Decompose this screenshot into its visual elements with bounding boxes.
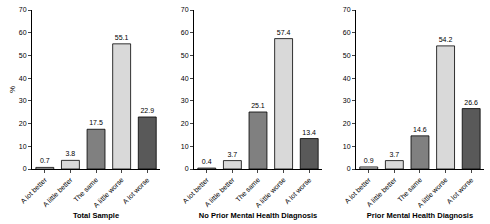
- svg-text:0: 0: [185, 165, 189, 172]
- svg-text:70: 70: [19, 6, 27, 13]
- svg-text:30: 30: [343, 97, 351, 104]
- svg-text:10: 10: [181, 143, 189, 150]
- svg-text:0.9: 0.9: [364, 157, 374, 164]
- svg-text:40: 40: [343, 75, 351, 82]
- svg-text:0: 0: [347, 165, 351, 172]
- svg-text:26.6: 26.6: [464, 99, 478, 106]
- svg-text:The same: The same: [72, 176, 99, 203]
- svg-text:30: 30: [181, 97, 189, 104]
- svg-text:50: 50: [19, 52, 27, 59]
- svg-text:No Prior Mental Health Diagnos: No Prior Mental Health Diagnosis: [199, 211, 317, 220]
- svg-text:A little better: A little better: [365, 176, 398, 209]
- svg-text:A lot better: A lot better: [19, 176, 48, 205]
- svg-text:13.4: 13.4: [302, 129, 316, 136]
- svg-text:60: 60: [19, 29, 27, 36]
- svg-text:A little worse: A little worse: [92, 176, 125, 209]
- svg-text:A lot worse: A lot worse: [121, 176, 150, 205]
- svg-text:0.7: 0.7: [40, 157, 50, 164]
- svg-text:40: 40: [19, 75, 27, 82]
- svg-text:54.2: 54.2: [439, 36, 453, 43]
- svg-text:0.4: 0.4: [202, 158, 212, 165]
- svg-text:A little better: A little better: [203, 176, 236, 209]
- svg-text:Prior Mental Health Diagnosis: Prior Mental Health Diagnosis: [367, 211, 473, 220]
- svg-text:A lot better: A lot better: [181, 176, 210, 205]
- svg-text:A lot worse: A lot worse: [283, 176, 312, 205]
- svg-text:40: 40: [181, 75, 189, 82]
- svg-text:3.8: 3.8: [66, 150, 76, 157]
- svg-text:20: 20: [343, 120, 351, 127]
- svg-text:%: %: [8, 86, 17, 93]
- svg-text:A little worse: A little worse: [416, 176, 449, 209]
- svg-text:A little better: A little better: [41, 176, 74, 209]
- svg-text:30: 30: [19, 97, 27, 104]
- svg-text:25.1: 25.1: [251, 102, 265, 109]
- svg-text:A lot worse: A lot worse: [445, 176, 474, 205]
- svg-text:The same: The same: [234, 176, 261, 203]
- svg-text:22.9: 22.9: [140, 107, 154, 114]
- svg-text:17.5: 17.5: [89, 119, 103, 126]
- svg-text:A little worse: A little worse: [254, 176, 287, 209]
- svg-text:50: 50: [343, 52, 351, 59]
- svg-text:20: 20: [19, 120, 27, 127]
- svg-text:10: 10: [19, 143, 27, 150]
- svg-text:0: 0: [23, 165, 27, 172]
- svg-text:3.7: 3.7: [227, 151, 237, 158]
- svg-text:50: 50: [181, 52, 189, 59]
- svg-text:60: 60: [343, 29, 351, 36]
- svg-text:20: 20: [181, 120, 189, 127]
- svg-text:70: 70: [343, 6, 351, 13]
- svg-text:55.1: 55.1: [115, 34, 129, 41]
- svg-text:3.7: 3.7: [389, 151, 399, 158]
- svg-text:10: 10: [343, 143, 351, 150]
- svg-text:A lot better: A lot better: [343, 176, 372, 205]
- svg-text:The same: The same: [396, 176, 423, 203]
- svg-text:Total Sample: Total Sample: [73, 211, 119, 220]
- svg-text:57.4: 57.4: [277, 29, 291, 36]
- svg-text:60: 60: [181, 29, 189, 36]
- svg-text:14.6: 14.6: [413, 126, 427, 133]
- svg-text:70: 70: [181, 6, 189, 13]
